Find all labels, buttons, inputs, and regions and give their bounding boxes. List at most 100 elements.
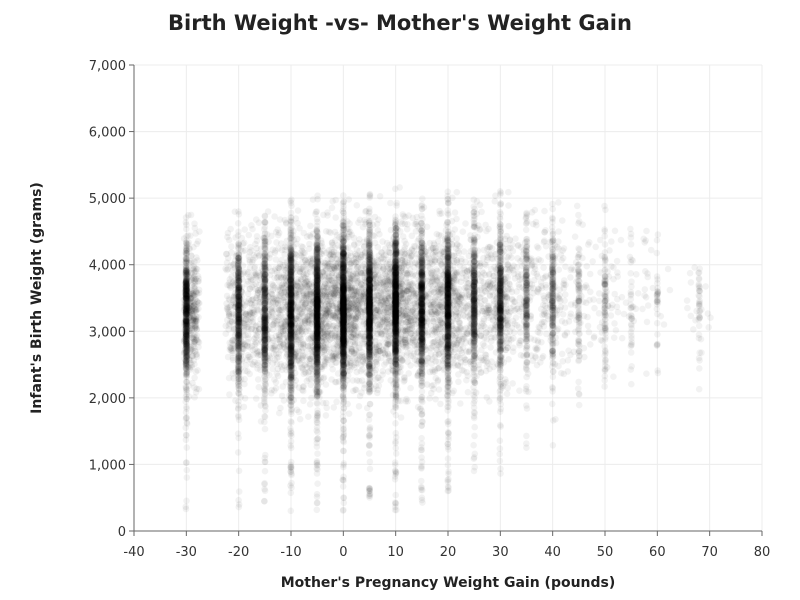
data-point [183,285,190,292]
data-point [183,333,190,341]
data-point [183,317,190,325]
data-point [182,431,190,439]
data-point [241,226,248,233]
data-point [183,264,190,272]
data-point [235,416,243,424]
data-point [182,335,190,343]
data-point [182,287,190,295]
data-point [183,388,190,396]
data-point [182,214,190,221]
data-point [183,347,190,354]
data-point [182,294,190,302]
data-point [183,359,190,366]
data-point [183,414,190,421]
data-point [182,294,190,301]
data-point [235,467,243,475]
data-point [313,506,321,514]
data-point [183,290,190,298]
data-point [254,348,262,356]
data-point [183,249,190,257]
data-point [182,319,190,326]
data-point [183,285,190,293]
data-point [183,349,190,356]
data-point [235,501,243,508]
data-point [183,326,190,333]
data-point [183,327,190,335]
data-point [269,321,277,329]
data-point [183,284,190,292]
data-point [183,345,191,352]
data-point [182,307,189,315]
data-point [183,309,190,317]
data-point [183,286,190,293]
data-point [192,323,200,331]
data-point [182,277,190,284]
data-point [183,225,190,233]
data-point [183,280,191,288]
data-point [183,332,190,339]
data-point [182,318,190,325]
data-point [182,329,190,337]
data-point [183,282,190,290]
data-point [182,335,190,342]
data-point [183,322,190,330]
data-point [182,322,190,329]
data-point [182,259,190,266]
data-point [183,275,191,283]
data-point [264,208,272,215]
data-point [182,269,190,277]
data-point [314,429,321,436]
data-point [183,288,191,295]
data-point [183,331,190,339]
data-point [182,323,190,331]
data-point [183,306,191,313]
data-point [183,312,190,319]
data-point [182,357,190,365]
data-point [224,353,232,361]
data-point [182,305,190,313]
data-point [183,294,191,302]
data-point [183,304,191,312]
data-point [255,383,263,391]
data-point [182,247,190,255]
data-point [182,327,190,335]
data-point [231,208,239,215]
data-point [183,331,190,338]
data-point [182,308,190,316]
data-point [183,249,190,257]
data-point [283,346,291,353]
data-point [182,279,190,287]
data-point [182,378,190,386]
data-point [182,319,190,327]
data-point [182,308,190,316]
data-point [296,415,304,423]
data-point [183,340,190,348]
data-point [182,300,190,307]
data-point [182,283,190,290]
data-point [183,275,190,283]
data-point [182,280,190,287]
data-point [182,271,190,278]
data-point [183,338,190,345]
data-point [290,396,298,404]
data-point [183,336,191,344]
data-point [182,354,190,361]
data-point [259,260,267,268]
data-point [182,316,190,324]
data-point [182,259,189,267]
data-point [182,307,190,314]
data-point [182,297,190,304]
data-point [261,467,269,475]
data-point [183,298,190,306]
data-point [183,325,190,332]
data-point [184,304,191,312]
data-point [182,278,190,285]
data-point [182,319,190,327]
data-point [183,318,191,326]
data-point [183,324,190,332]
data-point [237,376,245,383]
data-point [278,366,286,374]
data-point [289,250,296,257]
data-point [237,352,245,360]
